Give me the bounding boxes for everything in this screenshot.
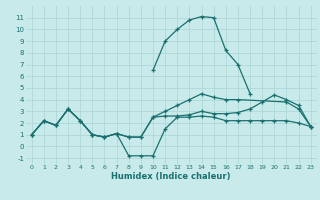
X-axis label: Humidex (Indice chaleur): Humidex (Indice chaleur) (111, 172, 231, 181)
